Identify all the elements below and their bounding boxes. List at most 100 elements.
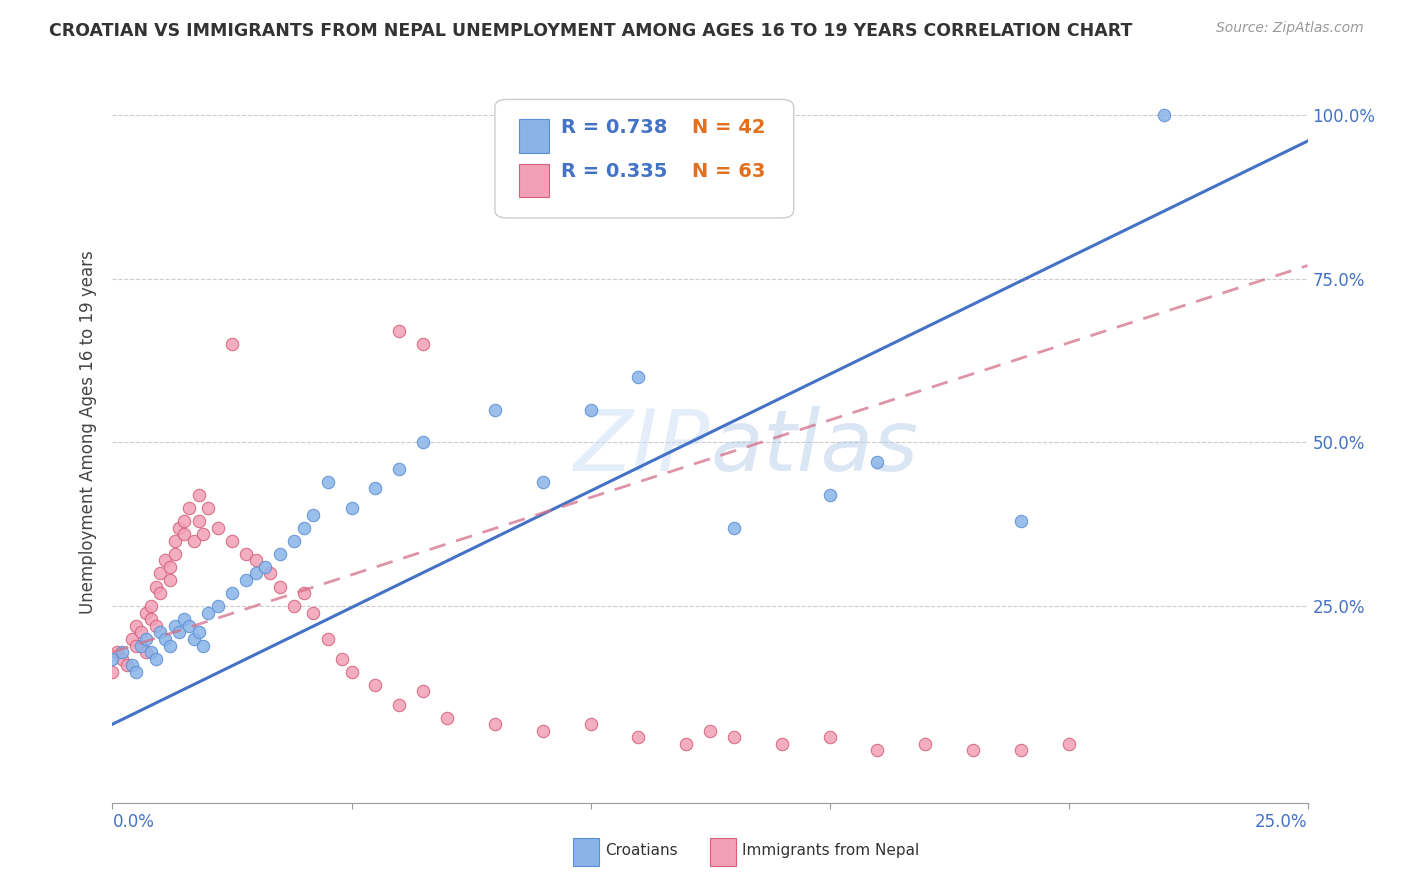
Y-axis label: Unemployment Among Ages 16 to 19 years: Unemployment Among Ages 16 to 19 years [79, 251, 97, 615]
Point [153, 553, 176, 567]
Point [183, 533, 205, 548]
Point [283, 533, 305, 548]
Point [135, 632, 157, 646]
Point [129, 625, 152, 640]
Point [159, 639, 181, 653]
Point [579, 717, 602, 731]
Point [197, 606, 219, 620]
Point [153, 632, 176, 646]
Point [962, 743, 984, 757]
Text: Croatians: Croatians [605, 844, 678, 858]
Point [723, 521, 745, 535]
Point [101, 651, 124, 665]
Point [770, 737, 793, 751]
Point [269, 547, 291, 561]
Point [197, 500, 219, 515]
Point [173, 612, 195, 626]
Text: atlas: atlas [710, 406, 918, 489]
Point [292, 521, 315, 535]
Point [159, 560, 181, 574]
Point [364, 678, 387, 692]
Point [723, 731, 745, 745]
Point [177, 619, 200, 633]
Point [115, 658, 138, 673]
Point [187, 488, 209, 502]
Point [364, 481, 387, 495]
Point [316, 632, 339, 646]
Text: R = 0.738: R = 0.738 [561, 118, 666, 137]
Point [484, 717, 506, 731]
Point [105, 645, 128, 659]
Point [221, 337, 243, 351]
Point [139, 612, 162, 626]
Point [139, 645, 162, 659]
Point [531, 475, 554, 489]
Bar [572, 838, 599, 866]
Point [193, 527, 215, 541]
Point [149, 586, 172, 600]
Point [1010, 514, 1032, 528]
Point [221, 533, 243, 548]
Point [388, 324, 411, 338]
Text: Source: ZipAtlas.com: Source: ZipAtlas.com [1216, 21, 1364, 35]
Point [149, 566, 172, 581]
Point [818, 731, 841, 745]
Text: N = 63: N = 63 [692, 162, 765, 181]
Point [245, 553, 267, 567]
Point [340, 500, 363, 515]
Point [135, 645, 157, 659]
Point [111, 651, 134, 665]
Point [145, 619, 167, 633]
Point [183, 632, 205, 646]
Point [914, 737, 936, 751]
Point [101, 665, 124, 679]
Point [121, 658, 143, 673]
Point [207, 521, 229, 535]
Point [675, 737, 697, 751]
Point [1010, 743, 1032, 757]
Point [135, 606, 157, 620]
Point [866, 455, 889, 469]
Text: 25.0%: 25.0% [1256, 813, 1308, 830]
Point [163, 547, 186, 561]
Point [866, 743, 889, 757]
Point [125, 639, 148, 653]
Point [627, 731, 650, 745]
Point [163, 619, 186, 633]
Point [436, 711, 458, 725]
Point [1057, 737, 1080, 751]
Point [163, 533, 186, 548]
Text: R = 0.335: R = 0.335 [561, 162, 666, 181]
Point [388, 461, 411, 475]
Point [412, 337, 434, 351]
Point [579, 402, 602, 417]
Point [173, 527, 195, 541]
Bar [519, 120, 548, 153]
Point [412, 684, 434, 698]
Point [187, 625, 209, 640]
Text: CROATIAN VS IMMIGRANTS FROM NEPAL UNEMPLOYMENT AMONG AGES 16 TO 19 YEARS CORRELA: CROATIAN VS IMMIGRANTS FROM NEPAL UNEMPL… [49, 22, 1133, 40]
Point [145, 580, 167, 594]
Point [340, 665, 363, 679]
Point [221, 586, 243, 600]
Point [169, 521, 191, 535]
Point [699, 723, 721, 738]
Point [169, 625, 191, 640]
Point [245, 566, 267, 581]
Point [235, 547, 257, 561]
Point [302, 606, 325, 620]
Point [129, 639, 152, 653]
Text: Immigrants from Nepal: Immigrants from Nepal [742, 844, 920, 858]
Point [173, 514, 195, 528]
Point [193, 639, 215, 653]
Text: ZIP: ZIP [574, 406, 710, 489]
Point [1153, 108, 1175, 122]
Point [330, 651, 353, 665]
FancyBboxPatch shape [495, 99, 794, 218]
Point [139, 599, 162, 614]
Point [316, 475, 339, 489]
Point [531, 723, 554, 738]
Point [125, 619, 148, 633]
Bar [519, 164, 548, 197]
Point [484, 402, 506, 417]
